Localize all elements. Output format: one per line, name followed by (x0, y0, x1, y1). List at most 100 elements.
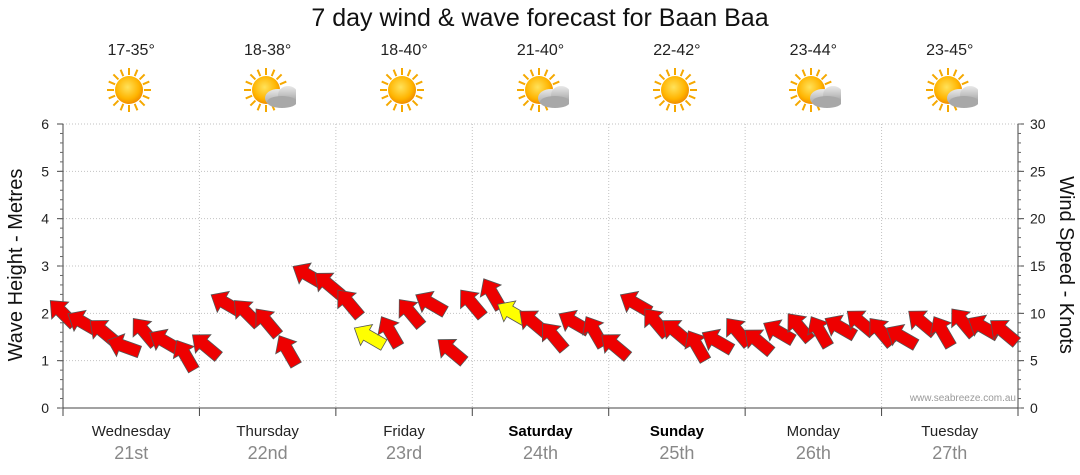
wind-arrow (763, 319, 797, 347)
y-tick-label-right: 15 (1030, 258, 1046, 274)
y-axis-right: 0 5 10 15 20 25 30 (1018, 116, 1046, 416)
date-label: 25th (659, 443, 694, 463)
wind-arrow-shape (437, 339, 469, 367)
wind-arrow (415, 290, 449, 318)
wind-arrow-shape (807, 316, 834, 350)
y-tick-label-right: 5 (1030, 353, 1038, 369)
y-axis-right-label: Wind Speed - Knots (1055, 176, 1077, 354)
temperature-range: 17-35° (107, 42, 155, 59)
date-label: 22nd (248, 443, 288, 463)
forecast-friday: 18-40° (344, 42, 464, 118)
x-axis-day-labels: Wednesday 21st Thursday 22nd Friday 23rd Satur… (92, 423, 979, 463)
y-tick-label-left: 5 (41, 163, 49, 179)
wind-arrow-shape (787, 313, 816, 345)
wind-arrow (398, 299, 427, 331)
partly-cloudy-icon (208, 66, 328, 118)
date-label: 26th (796, 443, 831, 463)
wind-arrow (275, 335, 302, 369)
wind-arrow-shape (255, 308, 284, 340)
forecast-wednesday: 17-35° (71, 42, 191, 118)
wind-arrow-shape (744, 329, 776, 358)
temperature-range: 21-40° (516, 42, 565, 59)
wind-arrow-shape (541, 322, 570, 354)
wind-arrow (191, 334, 223, 362)
wind-arrow (601, 334, 633, 362)
forecast-thursday: 18-38° (208, 42, 328, 118)
wind-arrow (701, 328, 736, 356)
forecast-saturday: 21-40° (481, 42, 601, 118)
date-label: 24th (523, 443, 558, 463)
y-tick-label-left: 4 (41, 211, 49, 227)
grid (62, 123, 1019, 416)
y-tick-label-right: 0 (1030, 400, 1038, 416)
temperature-range: 18-40° (380, 42, 428, 59)
partly-cloudy-icon (753, 66, 873, 118)
wind-arrow-shape (601, 334, 633, 362)
y-tick-label-left: 3 (41, 258, 49, 274)
day-label: Saturday (508, 423, 573, 440)
y-tick-label-right: 10 (1030, 305, 1046, 321)
day-label: Tuesday (921, 423, 978, 440)
wind-arrows (49, 262, 1022, 374)
y-tick-label-right: 20 (1030, 211, 1046, 227)
temperature-range: 23-44° (789, 42, 837, 59)
wind-arrow (684, 330, 712, 364)
wind-arrow (353, 324, 388, 351)
wind-arrow-shape (990, 320, 1022, 348)
chart-title: 7 day wind & wave forecast for Baan Baa (311, 4, 769, 32)
wind-arrow-shape (930, 316, 957, 350)
wind-arrow-shape (353, 324, 388, 351)
wind-arrow-shape (824, 314, 859, 342)
wind-arrow-shape (275, 335, 302, 369)
wind-arrow (437, 339, 469, 367)
date-label: 21st (114, 443, 148, 463)
y-tick-label-left: 2 (41, 305, 49, 321)
wind-arrow-shape (191, 334, 223, 362)
forecast-tuesday: 23-45° (890, 42, 1010, 118)
partly-cloudy-icon (890, 66, 1010, 118)
wind-arrow-shape (479, 278, 507, 312)
partly-cloudy-icon (481, 66, 601, 118)
wind-arrow (172, 339, 200, 374)
day-label: Sunday (650, 423, 705, 440)
date-label: 23rd (386, 443, 422, 463)
wind-arrow-shape (415, 290, 449, 318)
wind-arrow (807, 316, 834, 350)
wind-arrow (990, 320, 1022, 348)
day-label: Friday (383, 423, 425, 440)
temperature-range: 23-45° (926, 42, 974, 59)
wind-arrow-shape (106, 333, 142, 359)
sunny-icon (71, 66, 191, 118)
wind-arrow-shape (337, 289, 365, 321)
wind-arrow (337, 289, 365, 321)
wind-arrow-shape (460, 289, 488, 321)
y-axis-left-label: Wave Height - Metres (5, 169, 27, 362)
wind-arrow-shape (377, 316, 405, 350)
wind-arrow-shape (398, 299, 427, 331)
wind-arrow-shape (885, 324, 920, 351)
y-tick-label-left: 1 (41, 353, 49, 369)
temperature-range: 18-38° (243, 42, 292, 59)
wind-arrow (744, 329, 776, 358)
day-label: Thursday (236, 423, 299, 440)
wind-arrow (255, 308, 284, 340)
day-label: Monday (787, 423, 841, 440)
wind-arrow (479, 278, 507, 312)
y-axis-left: 0 1 2 3 4 5 6 (41, 116, 63, 416)
wind-arrow (824, 314, 859, 342)
wind-arrow-shape (701, 328, 736, 356)
forecast-sunday: 22-42° (617, 42, 737, 118)
wind-arrow (460, 289, 488, 321)
wind-arrow (787, 313, 816, 345)
wind-arrow-shape (172, 339, 200, 374)
date-label: 27th (932, 443, 967, 463)
temperature-range: 22-42° (653, 42, 701, 59)
day-label: Wednesday (92, 423, 171, 440)
y-tick-label-left: 6 (41, 116, 49, 132)
sunny-icon (344, 66, 464, 118)
sunny-icon (617, 66, 737, 118)
y-tick-label-right: 25 (1030, 163, 1046, 179)
y-tick-label-left: 0 (41, 400, 49, 416)
y-tick-label-right: 30 (1030, 116, 1046, 132)
